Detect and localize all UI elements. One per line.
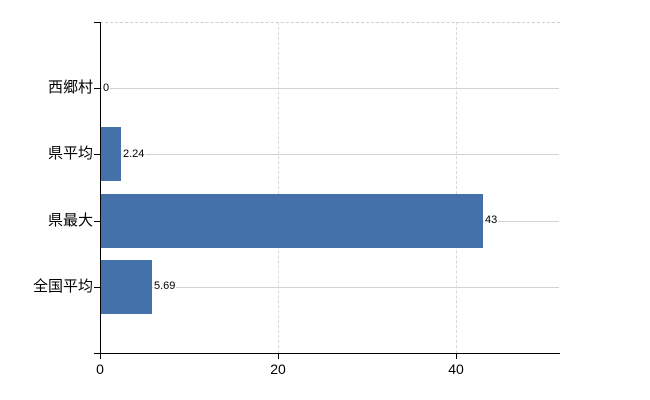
v-gridline xyxy=(456,22,457,353)
category-label: 全国平均 xyxy=(32,278,93,295)
x-tick xyxy=(100,354,101,359)
h-gridline xyxy=(101,287,559,288)
y-axis-line xyxy=(100,22,101,353)
bar-value-label: 43 xyxy=(484,214,499,227)
bar-value-label: 5.69 xyxy=(153,280,177,293)
category-label: 西郷村 xyxy=(47,79,93,96)
x-tick-label: 0 xyxy=(96,361,104,377)
x-tick xyxy=(278,354,279,359)
x-axis-line xyxy=(100,353,560,354)
x-tick-label: 40 xyxy=(448,361,464,377)
y-tick xyxy=(94,88,100,89)
category-label: 県平均 xyxy=(47,145,93,162)
bar xyxy=(101,260,152,314)
h-gridline xyxy=(101,154,559,155)
bar xyxy=(101,127,121,181)
x-tick xyxy=(456,354,457,359)
y-tick xyxy=(94,154,100,155)
x-tick-label: 20 xyxy=(270,361,286,377)
y-axis-end-tick xyxy=(94,353,100,354)
bar-value-label: 2.24 xyxy=(122,148,146,161)
y-axis-end-tick xyxy=(94,22,100,23)
bar-value-label: 0 xyxy=(102,82,111,95)
category-label: 県最大 xyxy=(47,212,93,229)
y-tick xyxy=(94,287,100,288)
y-tick xyxy=(94,221,100,222)
h-gridline xyxy=(101,88,559,89)
plot-top-border xyxy=(100,22,560,23)
bar xyxy=(101,194,483,248)
v-gridline xyxy=(278,22,279,353)
